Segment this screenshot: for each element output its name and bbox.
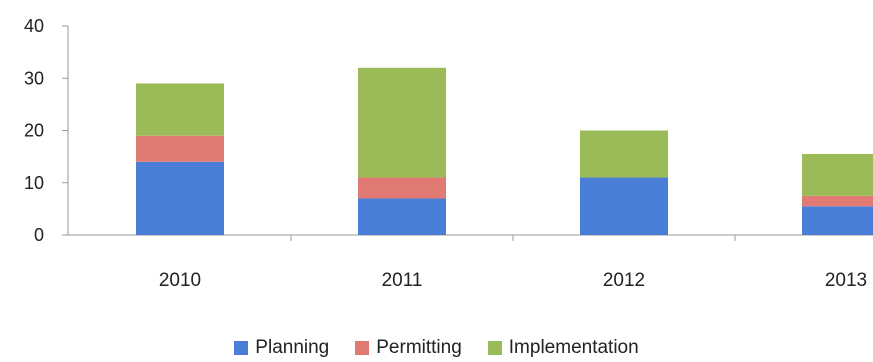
x-axis: 2010 2011 2012 2013 — [68, 234, 873, 291]
bar-segment-permitting-2013 — [802, 195, 873, 207]
legend-label: Implementation — [508, 337, 639, 358]
bar-segment-permitting-2011 — [358, 177, 446, 199]
x-category-label: 2011 — [382, 270, 423, 291]
y-tick-label: 20 — [24, 121, 44, 141]
bar-segment-planning-2012 — [580, 177, 668, 235]
x-category-label: 2013 — [825, 270, 867, 291]
legend: Planning Permitting Implementation — [0, 334, 873, 362]
legend-label: Planning — [255, 337, 330, 358]
bar-segment-implementation-2013 — [802, 154, 873, 196]
stacked-bar-chart: 0 10 20 30 40 2010 2011 2012 2013 — [24, 16, 873, 291]
legend-swatch — [234, 341, 249, 355]
bar-segment-permitting-2010 — [136, 135, 224, 162]
legend-label: Permitting — [376, 337, 462, 358]
bar-segment-implementation-2010 — [136, 83, 224, 136]
legend-item-permitting: Permitting — [355, 337, 462, 359]
bar-segment-planning-2013 — [802, 206, 873, 235]
y-tick-label: 40 — [24, 16, 44, 36]
legend-item-implementation: Implementation — [487, 337, 639, 359]
y-tick-label: 30 — [24, 68, 44, 88]
y-axis: 0 10 20 30 40 — [24, 16, 69, 245]
y-tick-label: 0 — [34, 225, 44, 245]
bar-segment-implementation-2012 — [580, 130, 668, 178]
x-category-label: 2010 — [159, 270, 201, 291]
y-tick-label: 10 — [24, 173, 44, 193]
bar-segment-planning-2011 — [358, 198, 446, 235]
legend-swatch — [487, 341, 502, 355]
x-category-label: 2012 — [603, 270, 645, 291]
legend-swatch — [355, 341, 370, 355]
bar-segment-planning-2010 — [136, 161, 224, 235]
bars-group — [136, 67, 873, 235]
legend-item-planning: Planning — [234, 337, 329, 359]
bar-segment-implementation-2011 — [358, 67, 446, 178]
